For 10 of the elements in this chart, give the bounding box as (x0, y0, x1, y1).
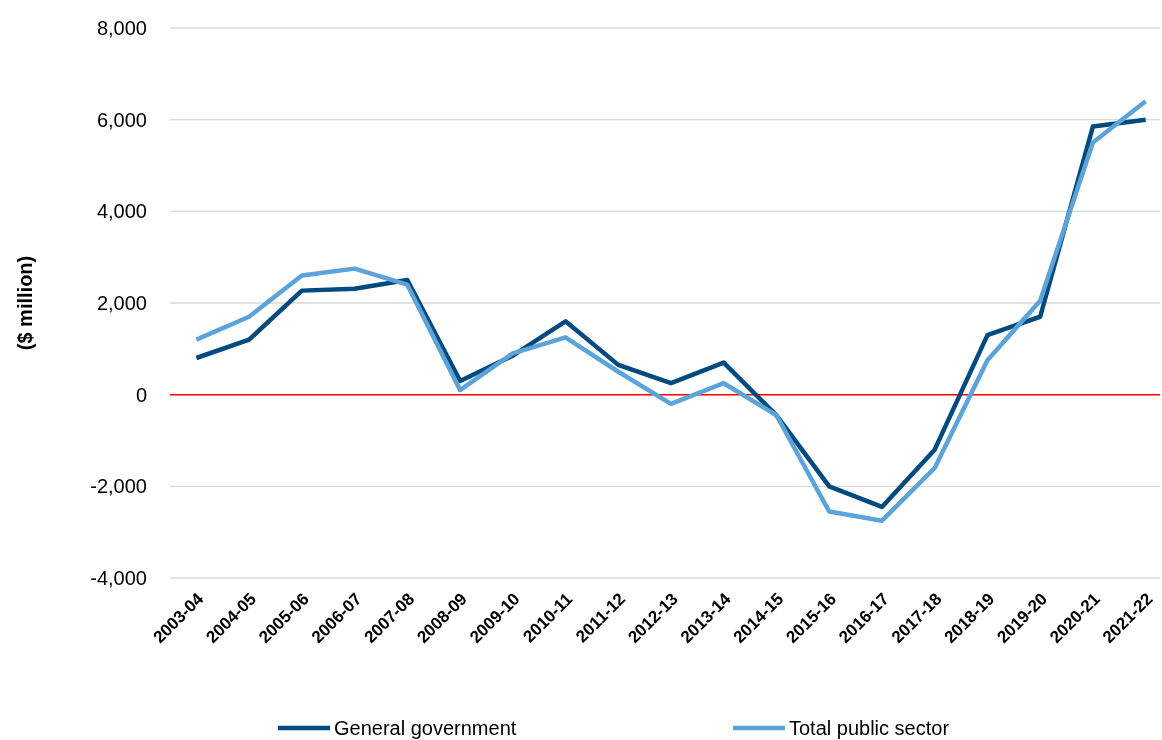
y-tick-label: 2,000 (96, 291, 147, 314)
y-tick-label: -2,000 (90, 475, 147, 498)
legend-label: Total public sector (789, 717, 950, 739)
y-tick-label: 0 (135, 383, 147, 406)
y-tick-label: 4,000 (96, 200, 147, 223)
y-axis-title: ($ million) (14, 255, 36, 351)
y-tick-label: 8,000 (96, 16, 147, 39)
y-tick-label: -4,000 (90, 566, 147, 589)
y-tick-label: 6,000 (96, 108, 147, 131)
legend-label: General government (334, 717, 517, 739)
